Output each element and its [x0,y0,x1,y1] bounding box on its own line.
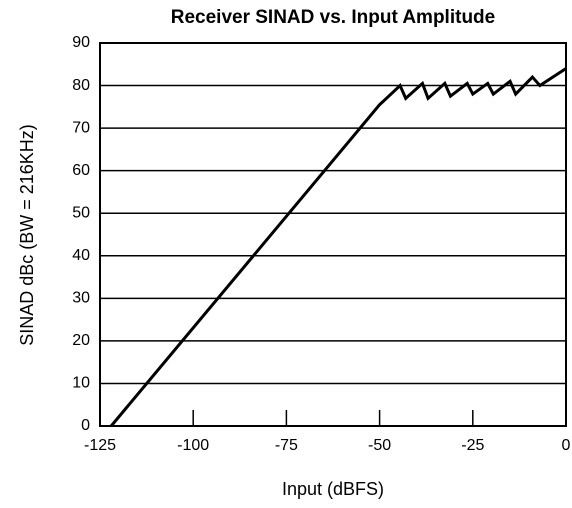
data-line [110,67,567,427]
x-tick-label: -50 [368,437,391,454]
y-tick-label: 0 [81,417,90,434]
x-tick-label: 0 [562,437,571,454]
x-tick-label: -125 [84,437,116,454]
plot-frame [99,42,567,427]
y-tick-label: 60 [72,162,90,179]
y-tick-label: 10 [72,375,90,392]
y-tick-label: 70 [72,119,90,136]
y-tick-label: 90 [72,34,90,51]
x-axis-label: Input (dBFS) [282,479,384,499]
y-axis-label: SINAD dBc (BW = 216KHz) [17,124,37,346]
y-tick-label: 20 [72,332,90,349]
y-tick-label: 40 [72,247,90,264]
x-tick-label: -25 [461,437,484,454]
x-tick-label: -100 [177,437,209,454]
chart-title: Receiver SINAD vs. Input Amplitude [171,7,495,28]
y-tick-label: 30 [72,290,90,307]
x-tick-label: -75 [275,437,298,454]
y-tick-label: 80 [72,77,90,94]
y-tick-label: 50 [72,204,90,221]
